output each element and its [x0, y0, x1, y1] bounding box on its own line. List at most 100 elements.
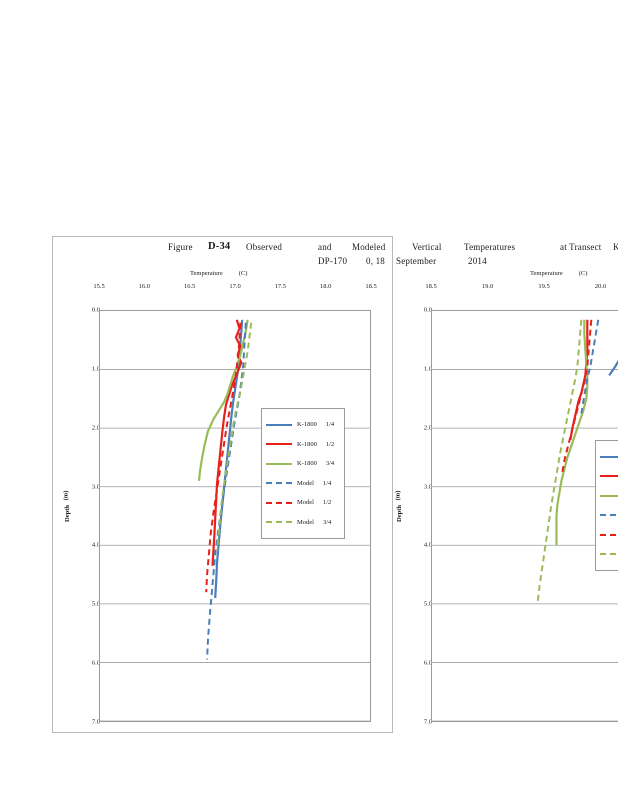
legend-item-label: Model 1/4: [297, 479, 332, 487]
x-tick-label: 19.0: [481, 283, 494, 290]
legend-swatch-icon: [600, 514, 618, 517]
legend-swatch-icon: [266, 443, 292, 446]
plot-svg-left: [100, 319, 370, 721]
data-series-line: [206, 322, 247, 660]
x-tick-label: 17.5: [274, 283, 287, 290]
figure-caption: Figure D-34 Observed and Modeled Vertical Temp…: [168, 240, 618, 268]
y-tick-label: 2.0: [91, 424, 100, 432]
x-tick-label: 18.5: [425, 283, 437, 290]
x-tick-label: 20.0: [594, 283, 607, 290]
y-axis-title-left: Depth: [63, 505, 71, 522]
legend-swatch-icon: [600, 475, 618, 478]
caption-word: 2014: [468, 256, 487, 266]
plot-svg-right: [432, 319, 618, 721]
x-tick-label: 18.5: [365, 283, 377, 290]
x-axis-unit-left: (C): [238, 270, 248, 277]
x-axis-ticks-right: 18.519.019.520.020.: [392, 283, 618, 295]
legend-item-fraction: 3/4: [322, 518, 332, 526]
x-tick-label: 16.5: [183, 283, 196, 290]
y-tick-label: 3.0: [91, 483, 100, 491]
caption-word: D-34: [208, 241, 231, 252]
y-tick-label: 0.0: [423, 306, 432, 314]
y-tick-label: 7.0: [91, 718, 100, 726]
figure-caption-line-1: Figure D-34 Observed and Modeled Vertical Temp…: [168, 240, 618, 254]
data-series-line: [608, 359, 618, 377]
caption-word: Observed: [246, 242, 283, 252]
data-series-line: [561, 319, 593, 473]
legend-item-fraction: 1/2: [322, 499, 332, 507]
caption-word: September: [396, 256, 437, 266]
legend-swatch-icon: [600, 455, 618, 458]
x-axis-title-text-left: Temperature: [190, 270, 223, 277]
y-axis-unit-right: (m): [394, 490, 402, 501]
x-tick-label: 16.0: [138, 283, 151, 290]
y-tick-label: 6.0: [423, 659, 432, 667]
caption-word: DP-170: [318, 256, 348, 266]
y-axis-ticks-left: 0.0 1.0 2.0 3.0 4.0 5.0 6.0 7.0: [60, 306, 100, 726]
y-tick-label: 7.0: [423, 718, 432, 726]
legend-swatch-icon: [600, 494, 618, 497]
caption-word: Vertical: [412, 242, 442, 252]
data-series-line: [205, 322, 242, 593]
legend-swatch-icon: [266, 462, 292, 465]
caption-word: Modeled: [352, 242, 386, 252]
data-series-line: [536, 319, 583, 604]
legend-item-label: K-1800 1/2: [297, 440, 335, 448]
y-tick-label: 0.0: [91, 306, 100, 314]
caption-word: Figure: [168, 242, 193, 252]
x-tick-label: 18.0: [319, 283, 332, 290]
x-axis-title-text-right: Temperature: [530, 270, 563, 277]
y-tick-label: 6.0: [91, 659, 100, 667]
x-tick-label: 19.5: [538, 283, 550, 290]
legend-item-label: K-1800 1/4: [297, 421, 335, 429]
legend-item-label: Model 1/2: [297, 499, 332, 507]
legend-swatch-icon: [600, 553, 618, 556]
caption-word: K-1800: [613, 242, 618, 252]
legend-swatch-icon: [266, 521, 292, 524]
caption-word: and: [318, 242, 332, 252]
legend-item-fraction: 1/4: [322, 479, 332, 487]
legend-item-fraction: 1/2: [325, 440, 335, 448]
data-series-line: [211, 319, 243, 566]
x-axis-title-left: Temperature (C): [190, 270, 247, 277]
figure-caption-line-2: DP-170 0, 18 September 2014: [168, 254, 618, 268]
x-tick-label: 15.5: [93, 283, 105, 290]
y-tick-label: 3.0: [423, 483, 432, 491]
x-axis-ticks-left: 15.5 16.0 16.5 17.0 17.5 18.0 18.5: [60, 283, 380, 295]
y-tick-label: 1.0: [91, 365, 100, 373]
data-series-line: [555, 319, 589, 546]
caption-word: Temperatures: [464, 242, 516, 252]
legend-item-fraction: 1/4: [325, 421, 335, 429]
legend-swatch-icon: [266, 501, 292, 504]
y-axis-title-right: Depth: [395, 505, 403, 522]
legend-swatch-icon: [266, 423, 292, 426]
caption-word: 0, 18: [366, 256, 385, 266]
x-axis-unit-right: (C): [578, 270, 588, 277]
y-axis-unit-left: (m): [62, 490, 70, 501]
legend-item-label: K-1800 3/4: [297, 460, 335, 468]
caption-word: at Transect: [560, 242, 602, 252]
y-tick-label: 4.0: [91, 541, 100, 549]
data-series-line: [197, 319, 249, 481]
document-page-frame: [52, 236, 393, 733]
y-tick-label: 4.0: [423, 541, 432, 549]
data-series-line: [216, 322, 253, 552]
y-tick-label: 2.0: [423, 424, 432, 432]
legend-item-fraction: 3/4: [325, 460, 335, 468]
y-tick-label: 1.0: [423, 365, 432, 373]
plot-area-right: [431, 310, 618, 722]
x-axis-title-right: Temperature (C): [530, 270, 587, 277]
y-tick-label: 5.0: [423, 600, 432, 608]
